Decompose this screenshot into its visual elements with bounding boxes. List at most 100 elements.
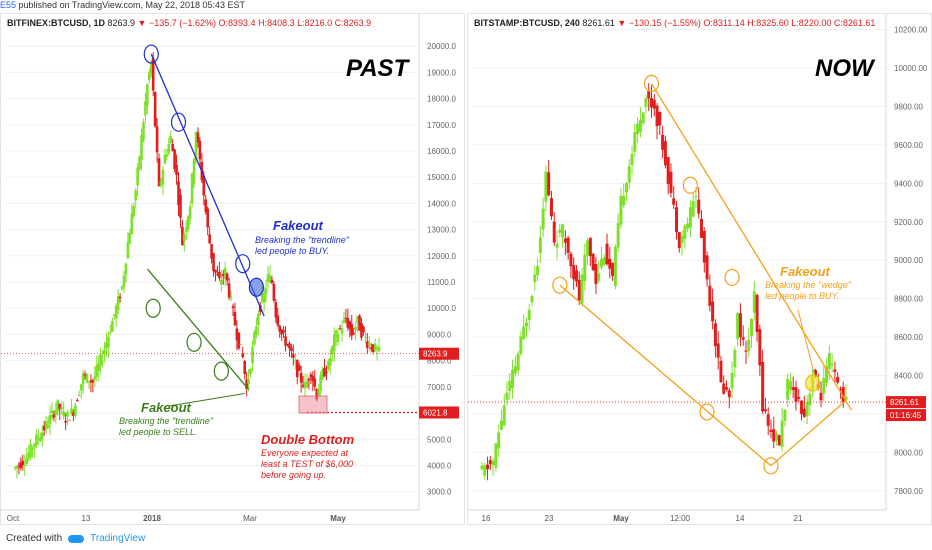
symbol-change: −130.15 (−1.55%) bbox=[629, 18, 704, 28]
ohlc-value: O:8311.14 bbox=[703, 18, 747, 28]
created-with-text: Created with bbox=[6, 533, 63, 544]
touch-circle bbox=[213, 361, 229, 381]
candle-body bbox=[31, 447, 34, 450]
candle-body bbox=[491, 460, 495, 466]
candle-body bbox=[218, 271, 221, 279]
candle-body bbox=[338, 328, 342, 330]
candle-body bbox=[588, 238, 592, 257]
ohlc-value: C:8261.61 bbox=[834, 18, 876, 28]
candle-body bbox=[586, 240, 590, 256]
candle-body bbox=[299, 372, 303, 383]
past-chart-panel[interactable]: 3000.04000.05000.06000.07000.08000.09000… bbox=[0, 13, 465, 525]
candle-body bbox=[530, 295, 534, 303]
candle-body bbox=[358, 315, 361, 331]
wedge-return-line bbox=[770, 399, 847, 467]
candle-body bbox=[697, 199, 701, 214]
candle-body bbox=[60, 407, 64, 409]
candle-body bbox=[794, 387, 798, 402]
candle-body bbox=[206, 208, 210, 228]
trendline-green bbox=[146, 268, 250, 390]
tradingview-brand[interactable]: TradingView bbox=[90, 533, 146, 544]
y-tick-label: 10000.00 bbox=[894, 64, 928, 73]
y-tick-label: 5000.0 bbox=[427, 435, 452, 444]
candle-body bbox=[833, 369, 837, 372]
now-chart-panel[interactable]: 7800.008000.008200.008400.008600.008800.… bbox=[467, 13, 932, 525]
candle-body bbox=[39, 437, 42, 442]
candle-body bbox=[122, 275, 126, 288]
candle-body bbox=[508, 380, 512, 391]
candle-body bbox=[157, 158, 161, 186]
candle-body bbox=[519, 336, 523, 354]
candle-body bbox=[44, 420, 48, 429]
candle-body bbox=[288, 343, 291, 349]
candle-body bbox=[502, 405, 506, 426]
candle-body bbox=[362, 326, 365, 333]
ohlc-value: L:8216.0 bbox=[297, 18, 335, 28]
touch-circle bbox=[248, 277, 264, 297]
trendline-blue bbox=[150, 53, 265, 317]
candle-body bbox=[295, 360, 299, 378]
level-label: 6021.8 bbox=[423, 408, 448, 417]
now-chart[interactable]: 7800.008000.008200.008400.008600.008800.… bbox=[468, 14, 931, 524]
candle-body bbox=[377, 346, 381, 352]
candle-body bbox=[97, 363, 101, 372]
candle-body bbox=[761, 362, 765, 412]
candle-body bbox=[713, 323, 717, 346]
candle-body bbox=[241, 353, 245, 358]
candle-body bbox=[624, 183, 628, 193]
last-price-badge bbox=[419, 347, 459, 360]
candle-body bbox=[72, 412, 75, 416]
candle-body bbox=[375, 348, 379, 350]
candle-body bbox=[293, 361, 297, 363]
touch-circle bbox=[235, 254, 251, 274]
candle-body bbox=[574, 270, 578, 282]
candle-body bbox=[366, 341, 369, 348]
candle-body bbox=[580, 274, 584, 304]
author-name[interactable]: E55 bbox=[0, 0, 17, 10]
candle-body bbox=[99, 354, 102, 366]
candle-body bbox=[597, 273, 601, 281]
touch-circle bbox=[763, 457, 779, 475]
x-tick-label: 14 bbox=[736, 514, 745, 523]
candle-body bbox=[126, 242, 130, 259]
annotation-note: least a TEST of $6,000 bbox=[261, 459, 353, 469]
candle-body bbox=[541, 208, 545, 230]
annotation-note: Everyone expected at bbox=[261, 448, 349, 458]
annotation-note: led people to SELL. bbox=[119, 427, 198, 437]
candle-body bbox=[633, 132, 637, 152]
candle-body bbox=[555, 243, 559, 248]
last-price-label: 8261.61 bbox=[890, 398, 919, 407]
candle-body bbox=[202, 175, 206, 196]
y-tick-label: 7800.00 bbox=[894, 487, 923, 496]
symbol-last-price: 8263.9 bbox=[108, 18, 138, 28]
candle-body bbox=[666, 156, 670, 185]
candle-body bbox=[677, 232, 681, 249]
y-tick-label: 9600.00 bbox=[894, 141, 923, 150]
candle-body bbox=[146, 84, 149, 106]
candle-body bbox=[499, 420, 503, 430]
candle-body bbox=[480, 465, 484, 470]
candle-body bbox=[227, 283, 231, 298]
candle-body bbox=[483, 465, 487, 476]
ohlc-value: H:8408.3 bbox=[258, 18, 297, 28]
candle-body bbox=[247, 378, 250, 384]
candle-body bbox=[547, 172, 551, 196]
candle-body bbox=[233, 311, 237, 326]
past-chart[interactable]: 3000.04000.05000.06000.07000.08000.09000… bbox=[1, 14, 464, 524]
candle-body bbox=[317, 390, 320, 396]
candle-body bbox=[307, 378, 311, 381]
candle-body bbox=[249, 369, 252, 374]
candle-body bbox=[613, 247, 617, 287]
symbol-name: BITSTAMP:BTCUSD, 240 bbox=[474, 18, 582, 28]
candle-body bbox=[17, 465, 21, 467]
candle-body bbox=[669, 171, 673, 193]
touch-circle bbox=[724, 268, 740, 287]
candle-body bbox=[35, 434, 38, 446]
candle-body bbox=[825, 366, 829, 384]
candle-body bbox=[755, 294, 759, 332]
y-tick-label: 13000.0 bbox=[427, 226, 456, 235]
candle-body bbox=[672, 198, 676, 205]
candle-body bbox=[769, 429, 773, 432]
x-tick-label: 13 bbox=[82, 514, 91, 523]
symbol-header: BITSTAMP:BTCUSD, 240 8261.61 ▼ −130.15 (… bbox=[474, 18, 875, 28]
